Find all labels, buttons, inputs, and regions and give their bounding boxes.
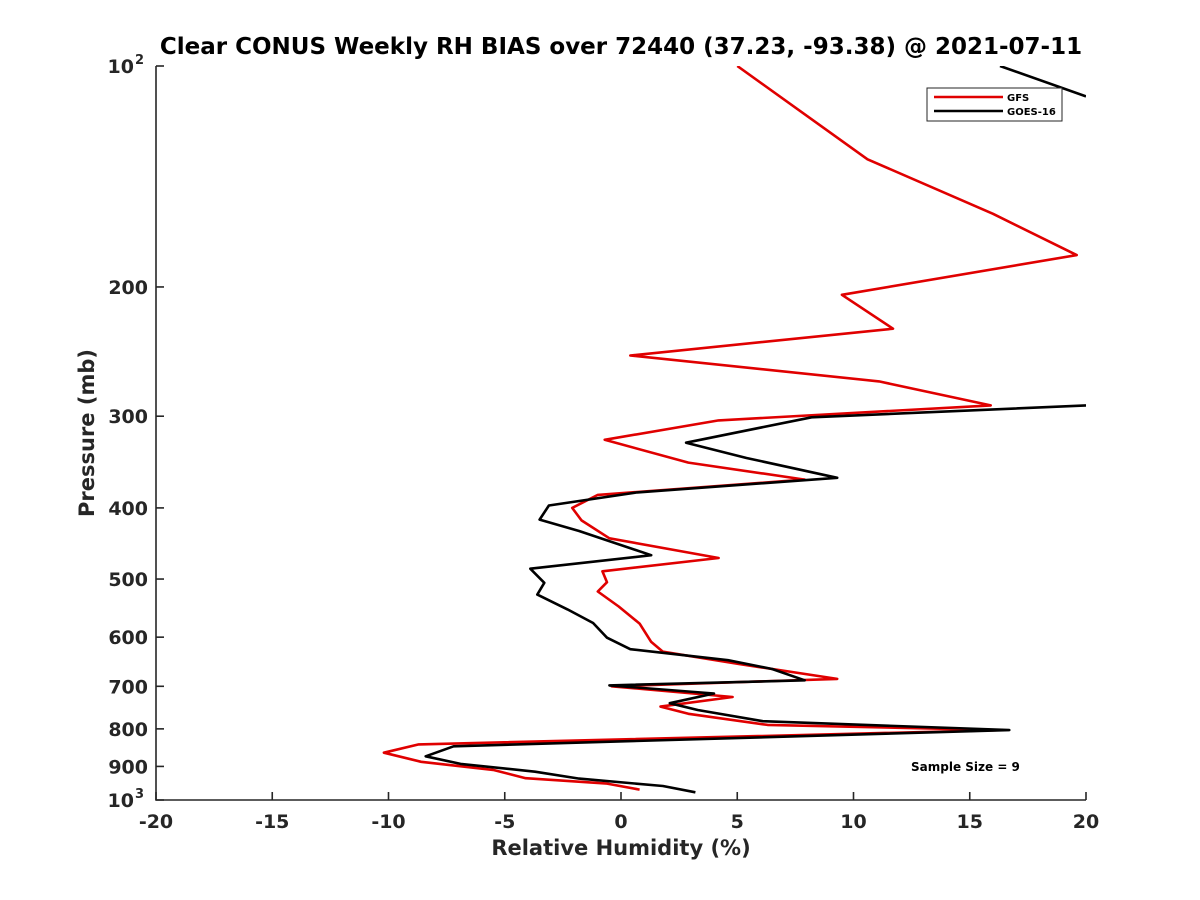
legend-label-gfs: GFS xyxy=(1007,93,1029,104)
y-tick-exponent: 2 xyxy=(135,53,144,68)
axis-frame xyxy=(155,66,1086,801)
x-tick-label: -5 xyxy=(494,811,515,833)
x-tick-label: 20 xyxy=(1073,811,1099,833)
y-tick-exponent: 3 xyxy=(135,787,144,802)
legend-label-goes16: GOES-16 xyxy=(1007,107,1056,118)
y-tick-label: 10 xyxy=(108,56,134,78)
x-tick-label: -20 xyxy=(139,811,173,833)
y-tick-label: 300 xyxy=(108,406,148,428)
y-tick-label: 800 xyxy=(108,719,148,741)
legend: GFS GOES-16 xyxy=(926,87,1063,122)
series-line-gfs xyxy=(382,66,1078,791)
x-tick-label: 5 xyxy=(731,811,744,833)
series-line-goes16 xyxy=(424,66,1086,794)
x-axis-label: Relative Humidity (%) xyxy=(491,836,750,860)
y-tick-label: 900 xyxy=(108,756,148,778)
x-tick-label: 10 xyxy=(840,811,866,833)
y-axis-label: Pressure (mb) xyxy=(75,349,99,517)
y-tick-label: 700 xyxy=(108,676,148,698)
chart-title: Clear CONUS Weekly RH BIAS over 72440 (3… xyxy=(160,34,1082,60)
legend-box xyxy=(926,87,1063,122)
y-tick-label: 600 xyxy=(108,627,148,649)
x-tick-label: -10 xyxy=(371,811,405,833)
y-tick-label: 10 xyxy=(108,790,134,812)
y-tick-label: 200 xyxy=(108,277,148,299)
x-tick-label: -15 xyxy=(255,811,289,833)
y-tick-label: 500 xyxy=(108,569,148,591)
sample-size-annotation: Sample Size = 9 xyxy=(911,760,1020,774)
x-ticks: -20 -15 -10 -5 0 5 10 15 20 xyxy=(139,792,1099,833)
y-tick-label: 400 xyxy=(108,498,148,520)
x-tick-label: 0 xyxy=(614,811,627,833)
x-tick-label: 15 xyxy=(957,811,983,833)
series-layer xyxy=(382,66,1086,794)
